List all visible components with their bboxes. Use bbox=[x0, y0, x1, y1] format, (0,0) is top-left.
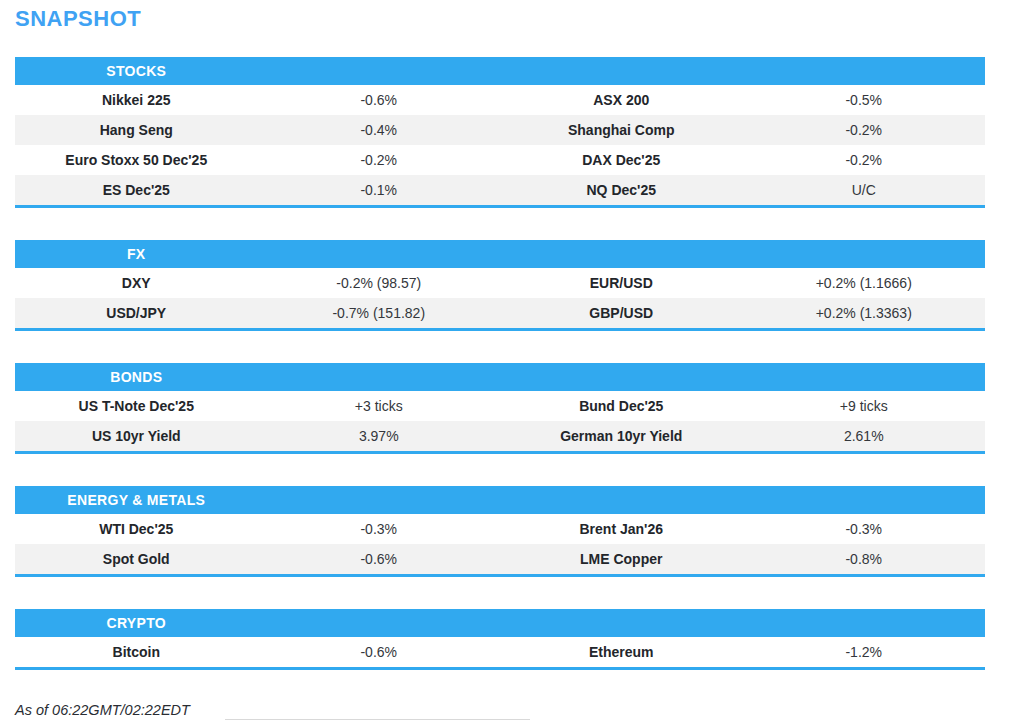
instrument-name: Euro Stoxx 50 Dec'25 bbox=[15, 152, 258, 168]
section-title: CRYPTO bbox=[15, 615, 258, 631]
instrument-name: Ethereum bbox=[500, 644, 743, 660]
section-title: BONDS bbox=[15, 369, 258, 385]
instrument-value: -0.2% bbox=[258, 152, 501, 168]
table-row: Spot Gold-0.6%LME Copper-0.8% bbox=[15, 544, 985, 574]
section-title: ENERGY & METALS bbox=[15, 492, 258, 508]
page-title: SNAPSHOT bbox=[15, 6, 985, 31]
instrument-name: EUR/USD bbox=[500, 275, 743, 291]
instrument-value: -0.8% bbox=[743, 551, 986, 567]
table-row: US 10yr Yield3.97%German 10yr Yield2.61% bbox=[15, 421, 985, 451]
section-stocks: STOCKSNikkei 225-0.6%ASX 200-0.5%Hang Se… bbox=[15, 57, 985, 208]
table-row: Nikkei 225-0.6%ASX 200-0.5% bbox=[15, 85, 985, 115]
instrument-name: Hang Seng bbox=[15, 122, 258, 138]
instrument-value: -0.2% bbox=[743, 122, 986, 138]
table-row: USD/JPY-0.7% (151.82)GBP/USD+0.2% (1.336… bbox=[15, 298, 985, 328]
instrument-name: ES Dec'25 bbox=[15, 182, 258, 198]
instrument-name: ASX 200 bbox=[500, 92, 743, 108]
table-row: ES Dec'25-0.1%NQ Dec'25U/C bbox=[15, 175, 985, 205]
section-header: BONDS bbox=[15, 363, 985, 391]
section-header: FX bbox=[15, 240, 985, 268]
instrument-name: GBP/USD bbox=[500, 305, 743, 321]
instrument-name: US T-Note Dec'25 bbox=[15, 398, 258, 414]
table-row: Euro Stoxx 50 Dec'25-0.2%DAX Dec'25-0.2% bbox=[15, 145, 985, 175]
section-title: FX bbox=[15, 246, 258, 262]
section-header: CRYPTO bbox=[15, 609, 985, 637]
instrument-value: U/C bbox=[743, 182, 986, 198]
timestamp-note: As of 06:22GMT/02:22EDT bbox=[15, 702, 985, 718]
instrument-name: Bitcoin bbox=[15, 644, 258, 660]
instrument-value: -0.1% bbox=[258, 182, 501, 198]
instrument-name: German 10yr Yield bbox=[500, 428, 743, 444]
instrument-value: -0.5% bbox=[743, 92, 986, 108]
instrument-name: DXY bbox=[15, 275, 258, 291]
instrument-name: US 10yr Yield bbox=[15, 428, 258, 444]
instrument-value: -0.3% bbox=[258, 521, 501, 537]
instrument-value: -0.4% bbox=[258, 122, 501, 138]
instrument-value: -1.2% bbox=[743, 644, 986, 660]
table-row: DXY-0.2% (98.57)EUR/USD+0.2% (1.1666) bbox=[15, 268, 985, 298]
instrument-value: +9 ticks bbox=[743, 398, 986, 414]
table-row: US T-Note Dec'25+3 ticksBund Dec'25+9 ti… bbox=[15, 391, 985, 421]
instrument-value: -0.7% (151.82) bbox=[258, 305, 501, 321]
instrument-value: +0.2% (1.1666) bbox=[743, 275, 986, 291]
instrument-value: +3 ticks bbox=[258, 398, 501, 414]
section-energy-metals: ENERGY & METALSWTI Dec'25-0.3%Brent Jan'… bbox=[15, 486, 985, 577]
instrument-value: -0.6% bbox=[258, 92, 501, 108]
instrument-value: 2.61% bbox=[743, 428, 986, 444]
instrument-value: -0.3% bbox=[743, 521, 986, 537]
instrument-value: 3.97% bbox=[258, 428, 501, 444]
bottom-divider bbox=[225, 719, 530, 720]
sections-container: STOCKSNikkei 225-0.6%ASX 200-0.5%Hang Se… bbox=[15, 57, 985, 670]
section-header: ENERGY & METALS bbox=[15, 486, 985, 514]
section-title: STOCKS bbox=[15, 63, 258, 79]
section-crypto: CRYPTO Bitcoin-0.6%Ethereum-1.2% bbox=[15, 609, 985, 670]
instrument-value: -0.2% bbox=[743, 152, 986, 168]
instrument-name: USD/JPY bbox=[15, 305, 258, 321]
instrument-value: -0.2% (98.57) bbox=[258, 275, 501, 291]
instrument-value: +0.2% (1.3363) bbox=[743, 305, 986, 321]
instrument-name: Bund Dec'25 bbox=[500, 398, 743, 414]
section-bonds: BONDS US T-Note Dec'25+3 ticksBund Dec'25… bbox=[15, 363, 985, 454]
instrument-name: Spot Gold bbox=[15, 551, 258, 567]
snapshot-page: SNAPSHOT STOCKSNikkei 225-0.6%ASX 200-0.… bbox=[0, 0, 1020, 718]
instrument-name: NQ Dec'25 bbox=[500, 182, 743, 198]
instrument-value: -0.6% bbox=[258, 644, 501, 660]
table-row: Bitcoin-0.6%Ethereum-1.2% bbox=[15, 637, 985, 667]
instrument-name: Nikkei 225 bbox=[15, 92, 258, 108]
instrument-name: WTI Dec'25 bbox=[15, 521, 258, 537]
instrument-name: Shanghai Comp bbox=[500, 122, 743, 138]
table-row: Hang Seng-0.4%Shanghai Comp-0.2% bbox=[15, 115, 985, 145]
section-header: STOCKS bbox=[15, 57, 985, 85]
instrument-name: DAX Dec'25 bbox=[500, 152, 743, 168]
instrument-value: -0.6% bbox=[258, 551, 501, 567]
instrument-name: Brent Jan'26 bbox=[500, 521, 743, 537]
table-row: WTI Dec'25-0.3%Brent Jan'26-0.3% bbox=[15, 514, 985, 544]
instrument-name: LME Copper bbox=[500, 551, 743, 567]
section-fx: FXDXY-0.2% (98.57)EUR/USD+0.2% (1.1666)U… bbox=[15, 240, 985, 331]
